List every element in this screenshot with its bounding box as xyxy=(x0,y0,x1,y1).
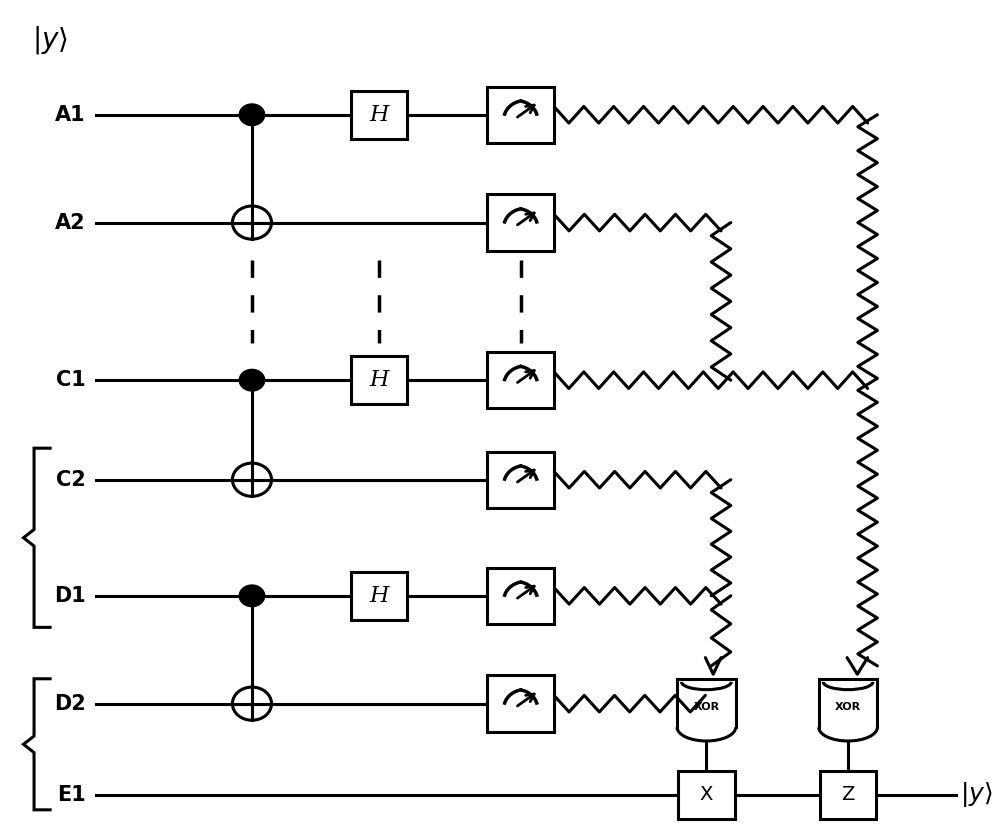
Text: X: X xyxy=(700,786,713,804)
Text: H: H xyxy=(369,104,389,126)
Text: H: H xyxy=(369,369,389,391)
Text: E1: E1 xyxy=(57,785,86,805)
Circle shape xyxy=(239,585,265,606)
Text: $|y\rangle$: $|y\rangle$ xyxy=(32,24,68,56)
Text: C2: C2 xyxy=(56,470,86,489)
Bar xyxy=(678,771,735,819)
Text: D1: D1 xyxy=(54,586,86,606)
Bar xyxy=(487,676,554,731)
Text: D2: D2 xyxy=(54,694,86,714)
Text: A2: A2 xyxy=(55,213,86,233)
Circle shape xyxy=(239,369,265,391)
Bar xyxy=(487,568,554,624)
Bar xyxy=(351,572,407,620)
Bar xyxy=(487,195,554,250)
Bar xyxy=(487,352,554,408)
Circle shape xyxy=(239,104,265,125)
Text: H: H xyxy=(369,584,389,607)
Text: A1: A1 xyxy=(55,104,86,124)
Text: Z: Z xyxy=(841,786,855,804)
Bar xyxy=(487,452,554,508)
Text: XOR: XOR xyxy=(693,701,719,711)
Text: $|y\rangle$: $|y\rangle$ xyxy=(960,781,993,809)
Bar xyxy=(351,356,407,404)
Bar xyxy=(820,771,876,819)
Text: XOR: XOR xyxy=(835,701,861,711)
Bar xyxy=(351,91,407,139)
Bar xyxy=(487,87,554,143)
Text: C1: C1 xyxy=(56,370,86,390)
